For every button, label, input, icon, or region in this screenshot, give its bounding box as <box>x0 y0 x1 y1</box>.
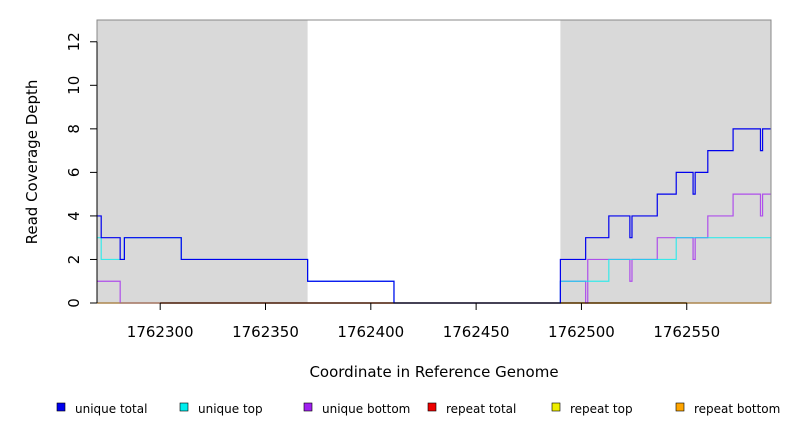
x-tick-label: 1762450 <box>443 323 510 341</box>
shaded-region <box>97 20 308 303</box>
y-tick-label: 2 <box>65 255 83 265</box>
legend-item: repeat bottom <box>675 402 780 416</box>
legend-label: unique top <box>198 402 263 416</box>
x-tick-label: 1762350 <box>232 323 299 341</box>
y-tick-label: 6 <box>65 168 83 178</box>
y-tick-label: 10 <box>65 76 83 95</box>
y-tick-label: 8 <box>65 124 83 134</box>
legend: unique total unique top unique bottom repea… <box>56 402 780 416</box>
y-tick-label: 12 <box>65 32 83 51</box>
legend-item: repeat top <box>551 402 633 416</box>
legend-item: repeat total <box>427 402 516 416</box>
legend-item: unique top <box>179 402 263 416</box>
x-tick-label: 1762500 <box>548 323 615 341</box>
legend-label: repeat total <box>446 402 516 416</box>
shaded-regions <box>97 20 771 303</box>
y-tick-label: 4 <box>65 211 83 221</box>
y-tick-label: 0 <box>65 298 83 308</box>
legend-swatch <box>427 402 437 412</box>
legend-item: unique total <box>56 402 147 416</box>
legend-swatch <box>675 402 685 412</box>
legend-label: repeat top <box>570 402 633 416</box>
legend-label: unique bottom <box>322 402 410 416</box>
x-tick-label: 1762400 <box>337 323 404 341</box>
y-axis: 0 2 4 6 8 10 12 <box>65 32 98 308</box>
legend-item: unique bottom <box>303 402 410 416</box>
legend-label: repeat bottom <box>694 402 780 416</box>
y-axis-title: Read Coverage Depth <box>23 80 41 245</box>
legend-label: unique total <box>75 402 147 416</box>
legend-swatch <box>551 402 561 412</box>
shaded-region <box>560 20 771 303</box>
x-tick-label: 1762300 <box>127 323 194 341</box>
x-axis: 1762300 1762350 1762400 1762450 1762500 17625… <box>127 302 720 341</box>
x-tick-label: 1762550 <box>653 323 720 341</box>
legend-swatch <box>56 402 66 412</box>
legend-swatch <box>179 402 189 412</box>
series-line-unique-total <box>97 128 771 304</box>
x-axis-title: Coordinate in Reference Genome <box>309 363 558 381</box>
legend-swatch <box>303 402 313 412</box>
